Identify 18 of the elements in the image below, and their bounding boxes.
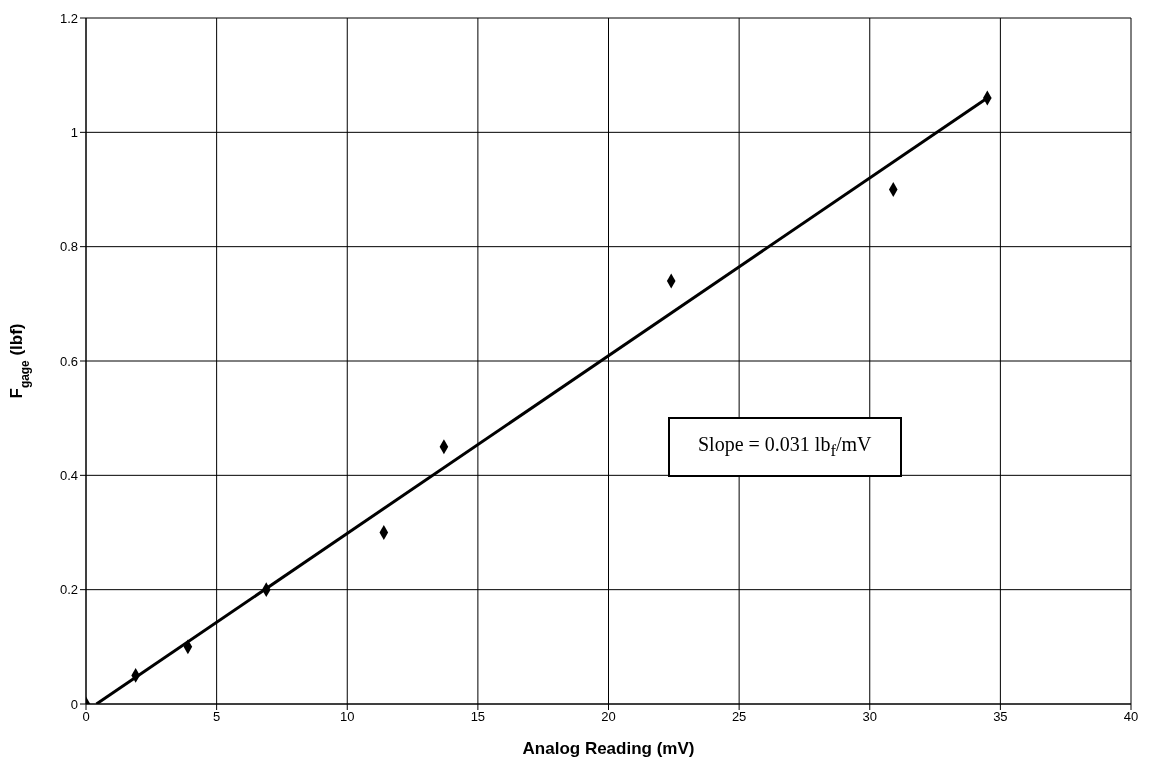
- x-tick-label: 40: [1123, 709, 1139, 725]
- x-tick-label: 30: [862, 709, 877, 725]
- y-tick-label: 0.4: [59, 467, 78, 483]
- x-tick-label: 25: [731, 709, 747, 725]
- y-tick-label: 0.6: [59, 353, 78, 369]
- x-tick-label: 5: [213, 709, 221, 725]
- y-tick-label: 0.8: [59, 239, 78, 255]
- x-tick-label: 10: [340, 709, 355, 725]
- x-tick-label: 0: [82, 709, 90, 725]
- y-tick-label: 0: [70, 696, 78, 712]
- y-tick-label: 1: [70, 124, 78, 140]
- y-tick-label: 0.2: [59, 582, 78, 598]
- x-tick-label: 15: [470, 709, 486, 725]
- x-tick-label: 35: [993, 709, 1008, 725]
- x-tick-label: 20: [601, 709, 616, 725]
- y-tick-label: 1.2: [59, 10, 78, 26]
- annotation: Slope = 0.031 lb$_{f}$/mV: [668, 417, 902, 477]
- x-axis-title: Analog Reading (mV): [522, 739, 695, 758]
